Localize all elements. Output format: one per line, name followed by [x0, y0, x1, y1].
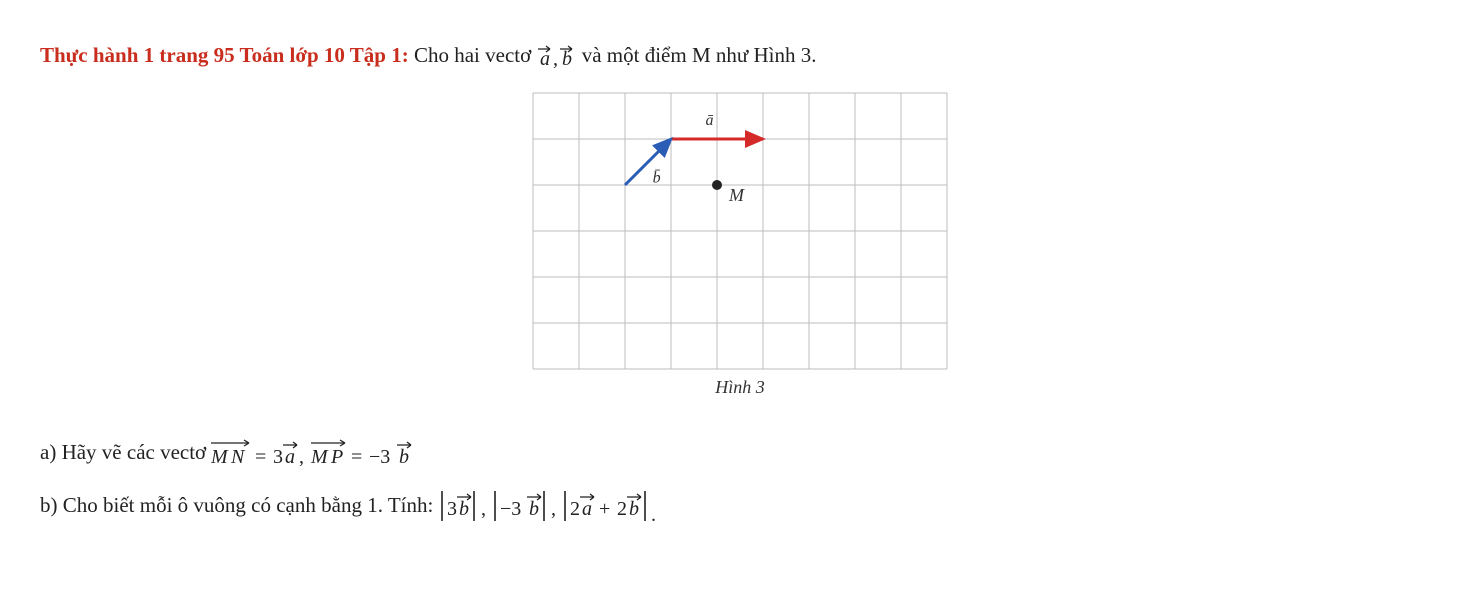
exercise-body-before: Cho hai vectơ	[414, 43, 537, 67]
svg-text:a: a	[540, 48, 550, 70]
question-b: b) Cho biết mỗi ô vuông có cạnh bằng 1. …	[40, 487, 1440, 527]
svg-text:N: N	[230, 446, 246, 468]
svg-text:,: ,	[553, 48, 558, 70]
svg-text:−3: −3	[500, 498, 521, 520]
svg-text:=: =	[351, 446, 362, 468]
svg-text:P: P	[330, 446, 343, 468]
svg-text:2: 2	[617, 498, 627, 520]
svg-text:b: b	[529, 498, 539, 520]
svg-text:,: ,	[299, 446, 304, 468]
svg-text:,: ,	[481, 498, 486, 520]
svg-text:a: a	[285, 446, 295, 468]
svg-text:b̄: b̄	[653, 169, 661, 186]
svg-text:2: 2	[570, 498, 580, 520]
svg-text:,: ,	[551, 498, 556, 520]
svg-text:b: b	[629, 498, 639, 520]
svg-text:a: a	[582, 498, 592, 520]
svg-text:b: b	[459, 498, 469, 520]
svg-text:3: 3	[447, 498, 457, 520]
question-a: a) Hãy vẽ các vectơ M N = 3 a , M P = −3…	[40, 437, 1440, 471]
svg-text:−3: −3	[369, 446, 390, 468]
question-b-formula: 3 b , −3 b , 2 a + 2 b .	[439, 487, 689, 527]
exercise-title: Thực hành 1 trang 95 Toán lớp 10 Tập 1:	[40, 43, 409, 67]
svg-text:+: +	[599, 498, 610, 520]
problem-statement: Thực hành 1 trang 95 Toán lớp 10 Tập 1: …	[40, 40, 1440, 72]
vectors-ab-inline: a , b	[536, 43, 576, 71]
svg-text:.: .	[651, 504, 656, 526]
exercise-body-after: và một điểm M như Hình 3.	[582, 43, 817, 67]
question-a-formula: M N = 3 a , M P = −3 b	[211, 437, 451, 471]
svg-text:M: M	[310, 446, 329, 468]
figure-3: ā b̄ M Hình 3	[40, 92, 1440, 401]
figure-caption: Hình 3	[715, 374, 765, 401]
svg-text:b: b	[399, 446, 409, 468]
svg-text:=: =	[255, 446, 266, 468]
svg-text:b: b	[562, 48, 572, 70]
figure-3-svg: ā b̄ M	[532, 92, 948, 370]
question-a-text: a) Hãy vẽ các vectơ	[40, 440, 211, 464]
svg-text:ā: ā	[706, 112, 714, 129]
question-b-text: b) Cho biết mỗi ô vuông có cạnh bằng 1. …	[40, 493, 439, 517]
svg-text:3: 3	[273, 446, 283, 468]
svg-text:M: M	[211, 446, 229, 468]
svg-text:M: M	[728, 185, 745, 205]
